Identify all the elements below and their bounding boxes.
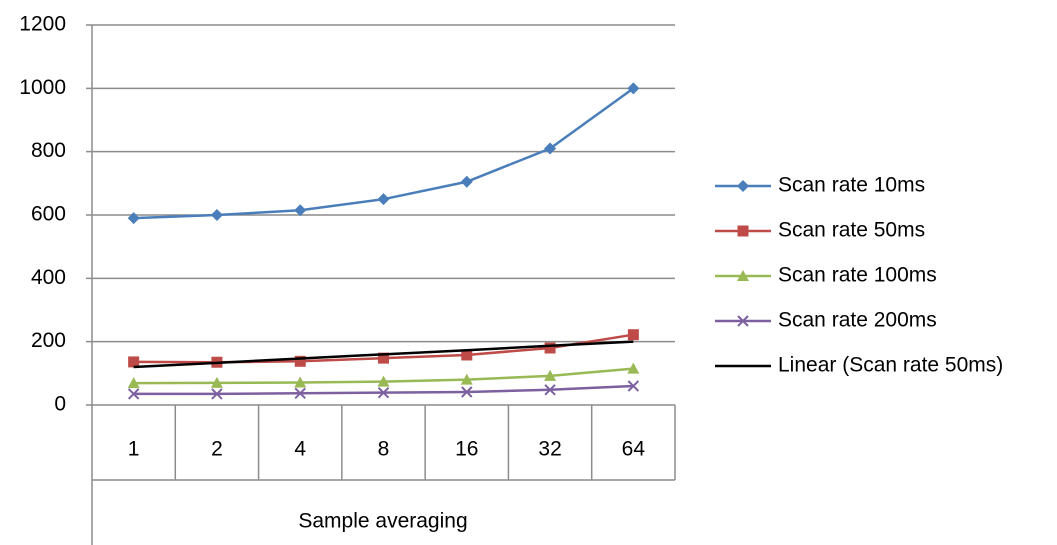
data-point: [210, 209, 223, 221]
y-tick-label: 600: [31, 203, 66, 226]
x-tick-label: 4: [294, 438, 306, 461]
legend-label: Scan rate 100ms: [778, 264, 937, 287]
legend-marker: [737, 315, 749, 327]
data-point: [127, 388, 140, 400]
legend-label: Linear (Scan rate 50ms): [778, 354, 1003, 377]
data-point: [544, 342, 556, 354]
data-point: [627, 362, 640, 374]
data-point: [294, 204, 307, 217]
y-tick-label: 0: [54, 393, 66, 416]
data-point: [544, 142, 557, 155]
series-line: [133, 340, 634, 369]
y-tick-label: 1200: [19, 13, 66, 36]
data-point: [461, 386, 473, 398]
y-tick-label: 400: [31, 266, 66, 289]
legend-marker: [737, 225, 749, 237]
x-axis-label: Sample averaging: [298, 510, 467, 533]
legend-label: Scan rate 200ms: [778, 309, 937, 332]
data-point: [460, 373, 473, 385]
x-tick-label: 8: [378, 438, 390, 461]
data-point: [377, 193, 390, 206]
data-point: [461, 349, 473, 361]
data-point: [294, 355, 306, 367]
x-tick-label: 2: [211, 438, 223, 461]
y-tick-label: 200: [31, 329, 66, 352]
legend-marker: [737, 180, 749, 192]
x-tick-label: 1: [128, 438, 140, 461]
data-point: [378, 352, 389, 364]
data-point: [544, 384, 556, 396]
data-point: [377, 386, 390, 399]
data-point: [544, 369, 557, 381]
x-tick-label: 32: [538, 438, 561, 461]
legend-label: Scan rate 10ms: [778, 174, 925, 197]
data-point: [211, 388, 223, 400]
y-tick-label: 1000: [19, 76, 66, 99]
data-point: [210, 376, 223, 388]
data-point: [627, 82, 640, 95]
x-tick-label: 16: [455, 438, 478, 461]
legend-marker: [737, 270, 749, 281]
data-point: [127, 212, 140, 225]
y-tick-label: 800: [31, 139, 66, 162]
data-point: [627, 380, 640, 392]
data-point: [460, 175, 473, 188]
legend-label: Scan rate 50ms: [778, 219, 925, 242]
data-point: [294, 387, 306, 399]
data-point: [377, 375, 390, 387]
x-tick-label: 64: [622, 438, 646, 461]
data-point: [627, 329, 639, 341]
data-point: [127, 377, 140, 389]
data-point: [294, 376, 307, 388]
data-point: [128, 356, 140, 368]
